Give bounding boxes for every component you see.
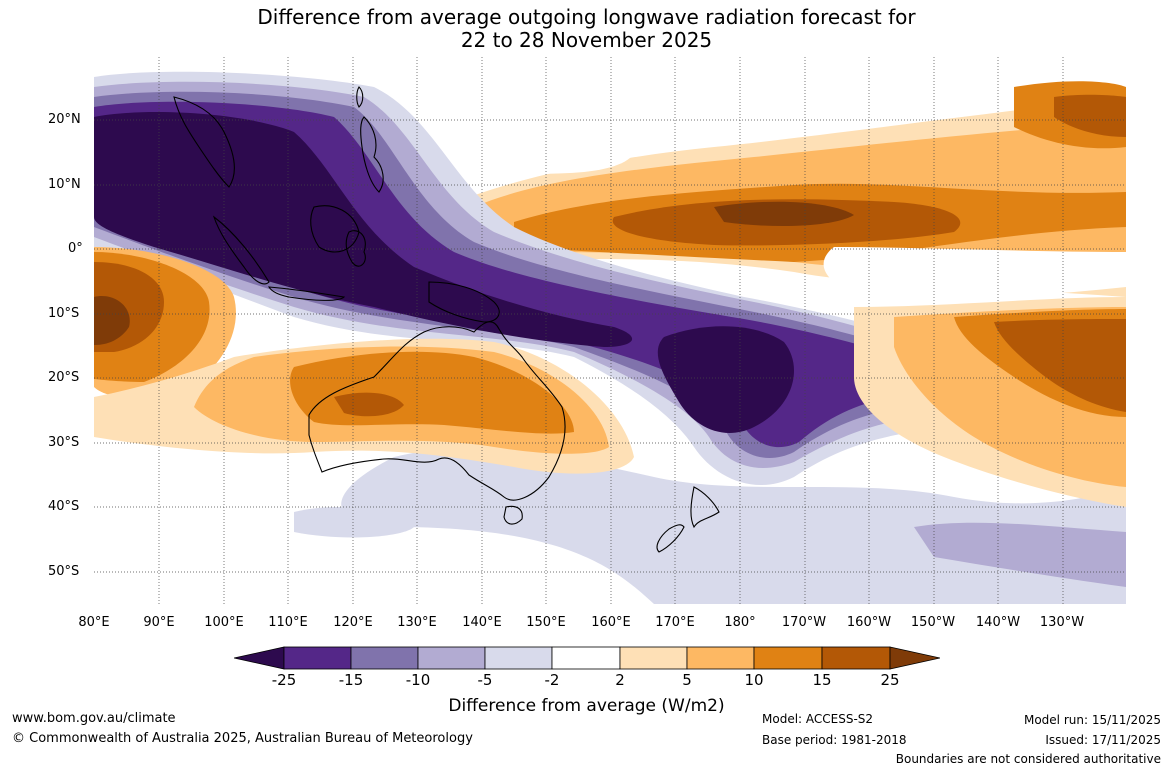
map-title-line-1: Difference from average outgoing longwav… (257, 5, 916, 29)
anomaly-region-south-lavender (914, 522, 1126, 587)
indochina-coastline (173, 96, 235, 188)
lon-label-140e: 140°E (462, 615, 502, 630)
lon-label-140w: 140°W (975, 615, 1021, 630)
anomaly-region-se-pacific-brown (994, 319, 1126, 412)
colorbar-swatch (821, 646, 891, 670)
anomaly-region-north-east-brown (1054, 94, 1126, 137)
colorbar-tick-label: -5 (477, 671, 493, 689)
boundaries-disclaimer: Boundaries are not considered authoritat… (895, 752, 1161, 766)
lon-label-130e: 130°E (397, 615, 437, 630)
model-run-date: Model run: 15/11/2025 (1023, 713, 1161, 727)
lat-label-10n: 10°N (48, 177, 81, 192)
lon-label-180: 180° (724, 615, 756, 630)
colorbar-tick-label: -25 (271, 671, 297, 689)
java-coastline (267, 286, 346, 301)
borneo-coastline (310, 205, 360, 253)
base-period: Base period: 1981-2018 (762, 733, 907, 747)
anomaly-region-south-pacific-darkest (657, 326, 794, 433)
philippines-coastline (360, 116, 384, 193)
colorbar-extend-high (889, 646, 940, 670)
anomaly-region-australia-brown (334, 392, 404, 417)
colorbar-swatch (686, 646, 755, 670)
website-link[interactable]: www.bom.gov.au/climate (12, 711, 176, 726)
lon-label-150e: 150°E (526, 615, 566, 630)
graticule (94, 57, 1126, 604)
anomaly-region-south-light-negative-west (294, 507, 414, 538)
anomaly-region-south-light-negative (341, 448, 1126, 604)
anomaly-region-neutral-north-pacific (424, 118, 636, 174)
issued-date: Issued: 17/11/2025 (1045, 733, 1161, 747)
colorbar-swatch (283, 646, 352, 670)
tasmania-coastline (503, 505, 523, 525)
taiwan-coastline (356, 86, 364, 108)
copyright-notice: © Commonwealth of Australia 2025, Austra… (12, 731, 473, 746)
lon-label-80e: 80°E (78, 615, 110, 630)
colorbar-tick-label: 15 (812, 671, 832, 689)
lat-label-20s: 20°S (48, 370, 80, 385)
colorbar-swatch (350, 646, 419, 670)
colorbar-tick-label: 25 (880, 671, 900, 689)
colorbar-swatch (551, 646, 621, 670)
colorbar-tick-label: -10 (405, 671, 431, 689)
colorbar-tick-label: 10 (744, 671, 764, 689)
colorbar-tick-label: 5 (682, 671, 692, 689)
sulawesi-coastline (345, 230, 366, 267)
lat-label-30s: 30°S (48, 435, 80, 450)
colorbar-swatch (484, 646, 553, 670)
lat-label-50s: 50°S (48, 564, 80, 579)
lat-label-20n: 20°N (48, 112, 81, 127)
colorbar-swatch (417, 646, 486, 670)
map-title-line-2: 22 to 28 November 2025 (460, 28, 713, 52)
lon-label-100e: 100°E (204, 615, 244, 630)
colorbar-swatch (753, 646, 823, 670)
model-name: Model: ACCESS-S2 (762, 712, 874, 726)
anomaly-region-maritime-darkest (94, 112, 633, 347)
lon-label-150w: 150°W (910, 615, 956, 630)
lon-label-130w: 130°W (1039, 615, 1085, 630)
colorbar-tick-label: 2 (615, 671, 625, 689)
sumatra-coastline (212, 215, 270, 285)
lat-label-40s: 40°S (48, 499, 80, 514)
colorbar-extend-low (234, 646, 285, 670)
anomaly-region-neutral-equatorial-east (823, 247, 1126, 298)
lat-label-10s: 10°S (48, 306, 80, 321)
new-zealand-north-coastline (690, 486, 720, 529)
lon-label-160e: 160°E (591, 615, 631, 630)
colorbar (234, 646, 940, 670)
lon-label-90e: 90°E (143, 615, 175, 630)
lat-label-equator: 0° (68, 241, 83, 256)
olr-anomaly-map (94, 57, 1126, 604)
coastlines (173, 86, 720, 553)
lon-label-110e: 110°E (268, 615, 308, 630)
lon-label-120e: 120°E (333, 615, 373, 630)
lon-label-170w: 170°W (781, 615, 827, 630)
colorbar-title: Difference from average (W/m2) (448, 696, 725, 716)
anomaly-region-indian-ocean-darkest (94, 296, 130, 345)
new-zealand-south-coastline (656, 524, 685, 553)
anomaly-region-north-pacific-darkest (714, 201, 854, 227)
colorbar-tick-label: -15 (338, 671, 364, 689)
lon-label-170e: 170°E (655, 615, 695, 630)
colorbar-tick-label: -2 (544, 671, 560, 689)
lon-label-160w: 160°W (846, 615, 892, 630)
new-guinea-coastline (428, 281, 500, 323)
australia-coastline (308, 321, 566, 501)
colorbar-swatch (619, 646, 688, 670)
